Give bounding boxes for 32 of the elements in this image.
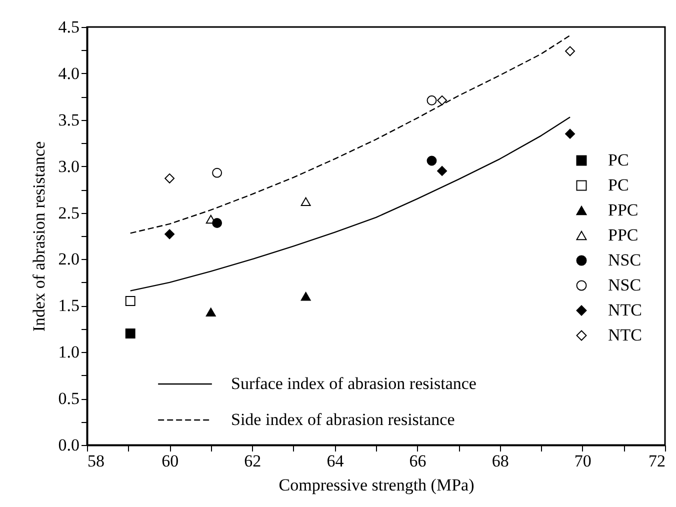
y-tick-label: 2.0 — [58, 250, 80, 269]
y-tick-label: 1.5 — [58, 296, 80, 316]
y-tick-label: 4.0 — [58, 64, 80, 83]
y-axis-title: Index of abrasion resistance — [29, 141, 48, 332]
legend-label: PPC — [608, 226, 638, 244]
x-tick-label: 62 — [244, 452, 262, 470]
x-axis-title: Compressive strength (MPa) — [278, 476, 474, 494]
x-tick-label: 72 — [648, 452, 666, 470]
legend-label: PC — [608, 176, 629, 194]
legend-label: Side index of abrasion resistance — [231, 410, 455, 429]
x-tick-label: 60 — [162, 452, 179, 470]
y-tick-label: 3.5 — [58, 110, 80, 130]
y-tick-label: 0.5 — [58, 389, 80, 408]
y-tick-label: 3.0 — [58, 156, 80, 176]
x-tick-label: 68 — [492, 452, 509, 470]
legend-label: NSC — [608, 276, 642, 294]
line-series — [130, 116, 571, 292]
legend-label: Surface index of abrasion resistance — [231, 374, 476, 393]
legend-label: NTC — [608, 300, 642, 320]
x-tick-label: 58 — [88, 452, 104, 470]
x-tick-label: 64 — [326, 452, 344, 470]
y-tick-label: 1.0 — [58, 342, 80, 362]
legend-label: PC — [608, 150, 629, 170]
legend-label: NSC — [608, 250, 642, 270]
y-tick-label: 2.5 — [58, 203, 80, 222]
legend-label: NTC — [608, 326, 642, 344]
x-tick-label: 66 — [409, 452, 426, 470]
y-tick-label: 4.5 — [58, 18, 80, 36]
legend-label: PPC — [608, 200, 638, 220]
x-tick-label: 70 — [574, 452, 592, 470]
line-series — [130, 34, 571, 234]
y-tick-label: 0.0 — [58, 436, 80, 454]
